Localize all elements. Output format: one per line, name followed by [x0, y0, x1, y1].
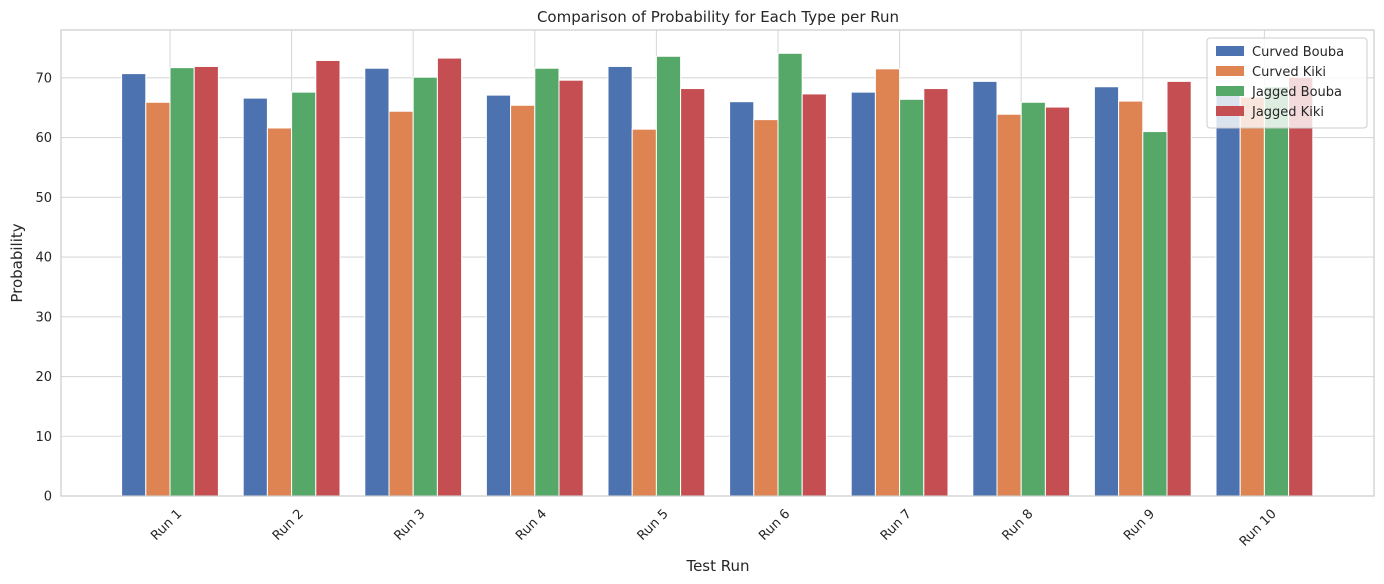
bar-curved-bouba-run-4: [485, 94, 512, 497]
y-tick-label: 0: [44, 490, 52, 505]
legend-swatch: [1216, 46, 1244, 56]
bar-curved-kiki-run-3: [388, 110, 414, 497]
bar-jagged-kiki-run-10: [1288, 76, 1314, 497]
y-tick-label: 20: [35, 370, 52, 385]
bar-jagged-bouba-run-7: [899, 98, 925, 497]
y-tick-label: 70: [35, 71, 52, 86]
bar-curved-kiki-run-7: [874, 68, 901, 497]
legend: Curved Bouba Curved Kiki Jagged Bouba Jagge…: [1206, 37, 1368, 129]
bar-curved-bouba-run-7: [850, 91, 876, 497]
bar-curved-kiki-run-1: [145, 101, 171, 497]
bar-jagged-bouba-run-10: [1263, 86, 1290, 497]
chart-title: Comparison of Probability for Each Type …: [537, 8, 899, 26]
bar-jagged-bouba-run-2: [291, 91, 317, 497]
bar-jagged-kiki-run-2: [315, 59, 341, 497]
legend-swatch: [1216, 86, 1244, 96]
bar-curved-kiki-run-8: [996, 113, 1022, 497]
x-tick-label: Run 10: [1237, 507, 1280, 550]
bar-curved-bouba-run-10: [1215, 89, 1241, 497]
bar-curved-bouba-run-9: [1093, 86, 1120, 497]
y-tick-label: 10: [35, 430, 52, 445]
x-tick-label: Run 5: [635, 507, 672, 544]
legend-label: Jagged Bouba: [1251, 85, 1342, 100]
plot-frame: [60, 29, 1375, 497]
bar-jagged-bouba-run-5: [655, 55, 682, 497]
x-tick-label: Run 9: [1121, 507, 1158, 544]
x-tick-label: Run 1: [148, 507, 185, 544]
x-tick-label: Run 6: [756, 507, 793, 544]
bar-jagged-kiki-run-3: [436, 57, 463, 497]
bar-curved-bouba-run-1: [121, 73, 147, 497]
bar-curved-bouba-run-2: [242, 97, 268, 497]
bar-curved-bouba-run-8: [972, 80, 998, 497]
legend-label: Curved Bouba: [1252, 45, 1344, 60]
x-tick-label: Run 8: [999, 507, 1036, 544]
bar-curved-kiki-run-4: [510, 104, 536, 497]
x-tick-label: Run 2: [270, 507, 307, 544]
bar-jagged-kiki-run-9: [1166, 80, 1192, 497]
x-tick-label: Run 4: [513, 507, 550, 544]
bar-curved-kiki-run-5: [631, 128, 657, 497]
x-axis-label: Test Run: [685, 557, 749, 575]
legend-swatch: [1216, 66, 1244, 76]
bar-jagged-kiki-run-8: [1044, 106, 1071, 497]
legend-swatch: [1216, 106, 1244, 116]
bar-jagged-kiki-run-4: [558, 79, 584, 497]
bar-jagged-kiki-run-5: [680, 88, 706, 497]
y-tick-label: 50: [35, 191, 52, 206]
x-tick-label: Run 3: [391, 507, 428, 544]
bar-jagged-kiki-run-1: [193, 65, 219, 497]
bar-curved-kiki-run-10: [1239, 96, 1265, 497]
bar-jagged-bouba-run-9: [1142, 131, 1168, 497]
bar-curved-kiki-run-2: [266, 127, 293, 497]
bar-jagged-kiki-run-6: [801, 93, 827, 497]
legend-box: [1206, 37, 1368, 129]
bar-curved-bouba-run-5: [607, 65, 633, 497]
bar-curved-bouba-run-3: [364, 67, 390, 497]
bar-curved-bouba-run-6: [729, 101, 755, 497]
bar-jagged-bouba-run-6: [777, 52, 803, 497]
bar-jagged-kiki-run-7: [923, 88, 949, 497]
y-axis-label: Probability: [8, 223, 26, 302]
bar-curved-kiki-run-9: [1118, 100, 1144, 497]
bar-curved-kiki-run-6: [753, 119, 779, 497]
y-tick-label: 30: [35, 310, 52, 325]
y-tick-label: 60: [35, 131, 52, 146]
bar-jagged-bouba-run-1: [169, 67, 195, 497]
x-tick-label: Run 7: [878, 507, 915, 544]
y-tick-label: 40: [35, 251, 52, 266]
x-tick-labels: Run 1 Run 2 Run 3 Run 4 Run 5 Run 6 Run 7 Run 8…: [148, 507, 1279, 550]
bar-jagged-bouba-run-8: [1020, 101, 1046, 497]
bar-jagged-bouba-run-3: [412, 76, 438, 497]
bars: [121, 52, 1314, 497]
legend-label: Curved Kiki: [1252, 65, 1326, 80]
y-tick-labels: 0 10 20 30 40 50 60 70: [35, 71, 52, 504]
legend-label: Jagged Kiki: [1251, 105, 1324, 120]
bar-jagged-bouba-run-4: [534, 67, 560, 497]
